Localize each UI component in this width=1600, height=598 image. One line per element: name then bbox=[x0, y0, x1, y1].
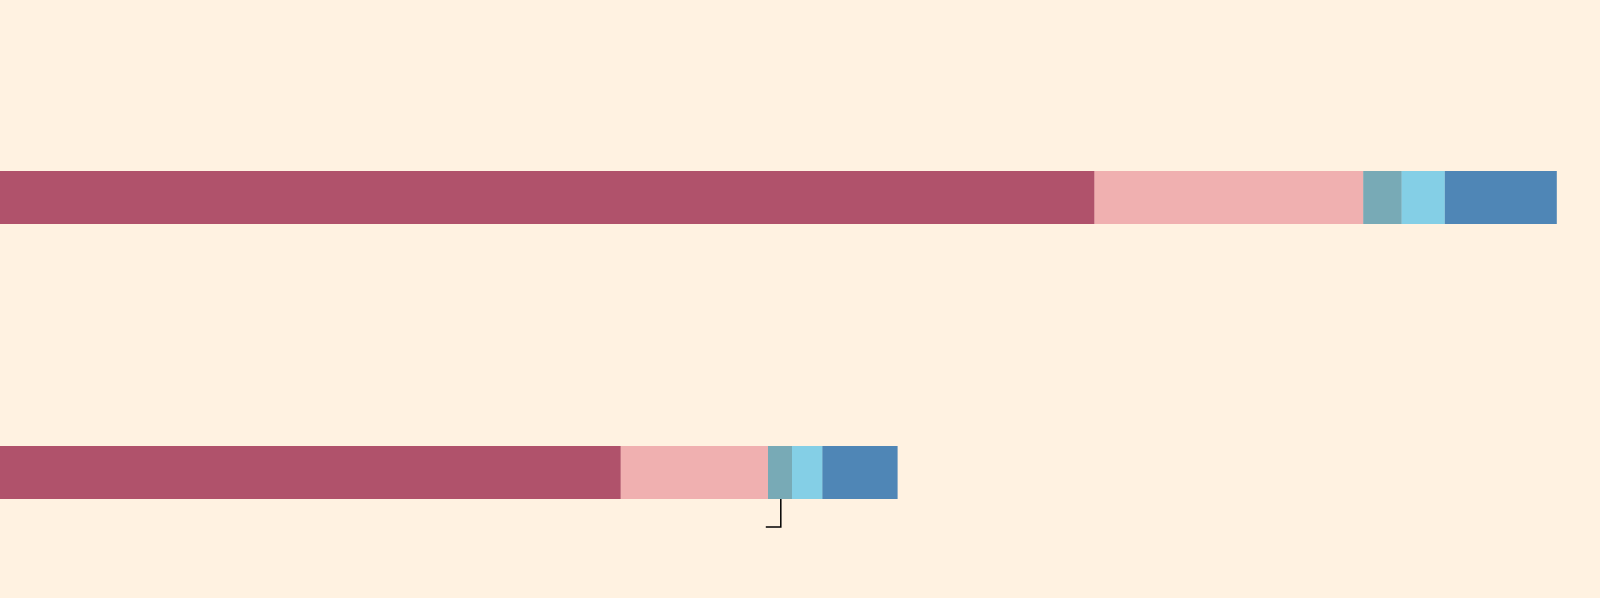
bar-segment-1-2 bbox=[768, 446, 792, 499]
bar-segment-1-1 bbox=[620, 446, 768, 499]
bar-segment-0-3 bbox=[1401, 171, 1445, 224]
bar-segment-1-4 bbox=[822, 446, 898, 499]
bracket-annotation-0 bbox=[765, 499, 782, 528]
bar-segment-0-0 bbox=[0, 171, 1095, 224]
bar-segment-0-2 bbox=[1363, 171, 1402, 224]
bar-segment-0-4 bbox=[1444, 171, 1557, 224]
bar-segment-1-3 bbox=[792, 446, 823, 499]
bar-segment-0-1 bbox=[1094, 171, 1364, 224]
bar-segment-1-0 bbox=[0, 446, 621, 499]
